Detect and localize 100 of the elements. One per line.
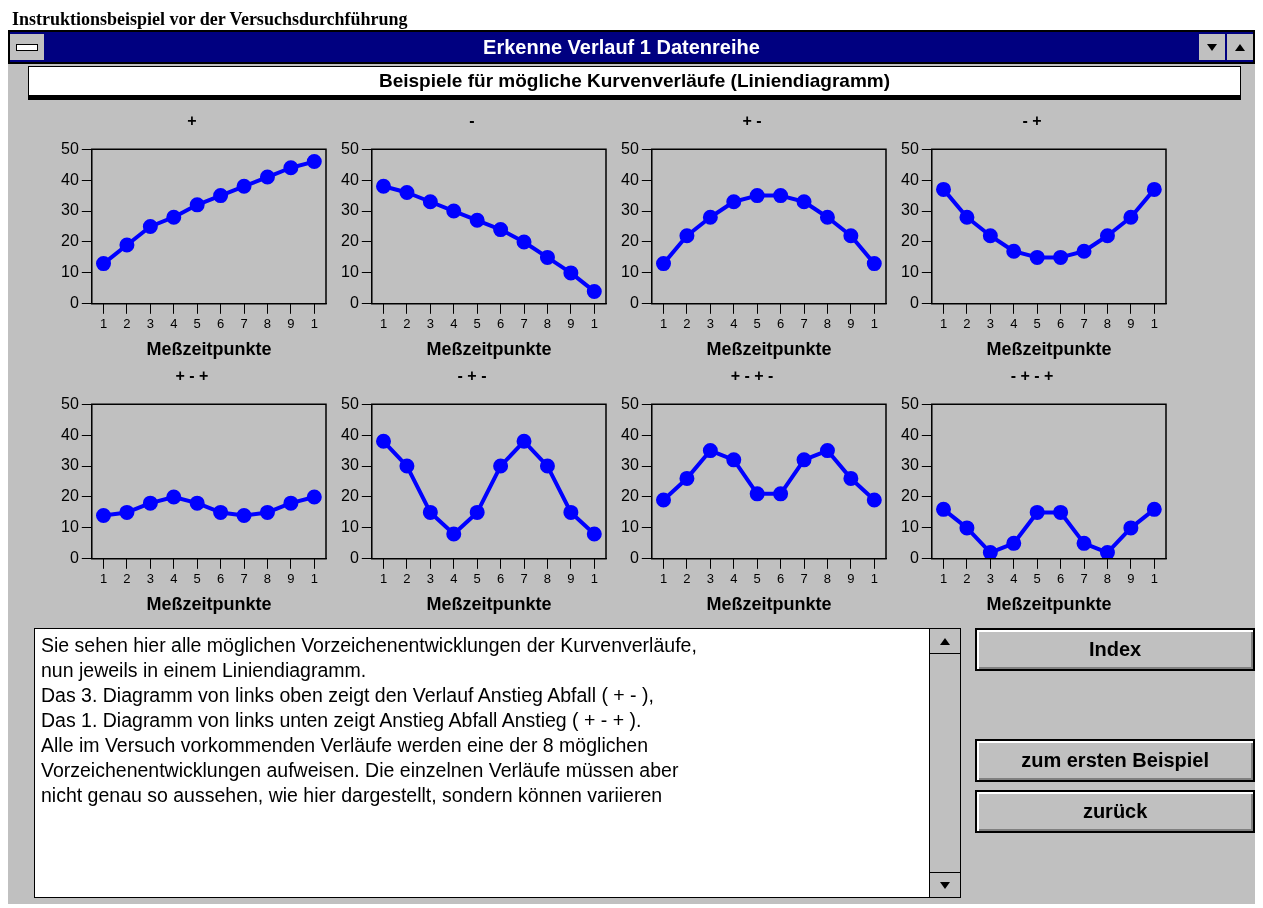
- x-tick-label: 9: [847, 316, 855, 332]
- y-tick-label: 20: [621, 487, 639, 505]
- point: [1099, 228, 1115, 244]
- point: [259, 504, 275, 520]
- x-tick-label: 5: [1033, 316, 1041, 332]
- point: [422, 504, 438, 520]
- x-tick-label: 7: [800, 316, 808, 332]
- x-tick-label: 3: [146, 571, 154, 587]
- x-tick-label: 7: [1080, 316, 1088, 332]
- x-tick-label: 7: [520, 571, 528, 587]
- point: [1099, 545, 1115, 559]
- point: [982, 228, 998, 244]
- y-tick-label: 10: [61, 518, 79, 536]
- x-tick-label: 9: [567, 571, 575, 587]
- y-tick-label: 30: [901, 456, 919, 474]
- y-tick-label: 30: [341, 456, 359, 474]
- x-tick-label: 1: [379, 316, 388, 332]
- x-tick-label: 7: [800, 571, 808, 587]
- x-tick-label: 9: [287, 316, 295, 332]
- x-axis-title: Meßzeitpunkte: [146, 339, 272, 360]
- chart-title: - + - +: [1010, 367, 1054, 385]
- y-tick-label: 20: [901, 487, 919, 505]
- x-tick-label: 5: [473, 571, 481, 587]
- point: [422, 194, 438, 210]
- x-axis-title: Meßzeitpunkte: [426, 339, 552, 360]
- text: Vorzeichenentwicklungen aufweisen. Die einzelnen Verläufe müssen aber: [41, 758, 680, 783]
- y-tick-label: 0: [69, 549, 79, 567]
- point: [749, 188, 765, 204]
- y-tick-label: 50: [341, 139, 359, 157]
- y-tick-label: 10: [61, 263, 79, 281]
- y-tick-label: 40: [901, 425, 919, 443]
- point: [516, 234, 532, 250]
- y-tick-label: 20: [621, 232, 639, 250]
- x-tick-label: 2: [403, 316, 411, 332]
- y-tick-label: 50: [621, 139, 639, 157]
- x-tick-label: 4: [1010, 316, 1018, 332]
- y-tick-label: 50: [61, 394, 79, 412]
- x-tick-label: 9: [1127, 316, 1135, 332]
- y-tick-label: 0: [349, 549, 359, 567]
- point: [702, 209, 718, 225]
- point: [843, 228, 859, 244]
- point: [1053, 504, 1069, 520]
- point: [399, 184, 415, 200]
- point: [796, 452, 812, 468]
- x-tick-label: 3: [986, 316, 994, 332]
- x-tick-label: 1: [939, 316, 948, 332]
- y-tick-label: 0: [909, 549, 919, 567]
- point: [166, 489, 182, 505]
- point: [656, 492, 672, 508]
- point: [516, 433, 532, 449]
- point: [1053, 249, 1069, 265]
- x-tick-label: 2: [963, 316, 971, 332]
- x-tick-label: 4: [450, 316, 458, 332]
- point: [493, 458, 509, 474]
- x-tick-label: 6: [216, 316, 225, 332]
- y-tick-label: 40: [621, 170, 639, 188]
- x-tick-label: 5: [1033, 571, 1041, 587]
- x-tick-label: 6: [1056, 571, 1065, 587]
- y-tick-label: 0: [69, 294, 79, 312]
- x-tick-label: 7: [520, 316, 528, 332]
- text: zurück: [975, 790, 1255, 833]
- x-tick-label: 3: [706, 571, 714, 587]
- x-tick-label: 2: [683, 316, 691, 332]
- point: [773, 486, 789, 502]
- y-tick-label: 50: [901, 394, 919, 412]
- x-tick-label: 6: [216, 571, 225, 587]
- chart-title: - +: [1022, 112, 1042, 130]
- y-tick-label: 10: [901, 263, 919, 281]
- x-axis-title: Meßzeitpunkte: [426, 594, 552, 615]
- x-tick-label: 8: [543, 571, 552, 587]
- x-tick-label: 3: [426, 316, 434, 332]
- point: [1123, 209, 1139, 225]
- x-tick-label: 2: [963, 571, 971, 587]
- x-tick-label: 6: [776, 316, 785, 332]
- x-tick-label: 5: [753, 316, 761, 332]
- x-tick-label: 4: [1010, 571, 1018, 587]
- x-tick-label: 5: [753, 571, 761, 587]
- x-axis-title: Meßzeitpunkte: [706, 339, 832, 360]
- x-tick-label: 5: [193, 316, 201, 332]
- x-tick-label: 4: [730, 316, 738, 332]
- y-tick-label: 10: [341, 263, 359, 281]
- y-tick-label: 30: [61, 456, 79, 474]
- x-tick-label: 3: [146, 316, 154, 332]
- y-tick-label: 30: [341, 201, 359, 219]
- point: [702, 443, 718, 459]
- point: [819, 209, 835, 225]
- y-tick-label: 0: [629, 294, 639, 312]
- x-tick-label: 8: [263, 316, 272, 332]
- x-tick-label: 8: [543, 316, 552, 332]
- point: [539, 249, 555, 265]
- point: [749, 486, 765, 502]
- x-tick-label: 6: [1056, 316, 1065, 332]
- text: Beispiele für mögliche Kurvenverläufe (Liniendiagramm): [28, 66, 1241, 100]
- x-tick-label: 1: [870, 571, 878, 587]
- x-tick-label: 2: [123, 571, 131, 587]
- y-tick-label: 10: [901, 518, 919, 536]
- point: [306, 154, 322, 170]
- x-tick-label: 7: [1080, 571, 1088, 587]
- point: [1146, 181, 1162, 197]
- point: [259, 169, 275, 185]
